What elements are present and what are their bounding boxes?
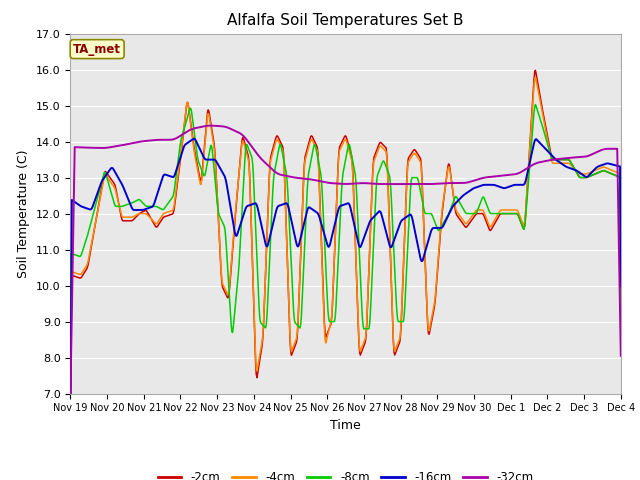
Text: TA_met: TA_met [73,43,121,56]
Legend: -2cm, -4cm, -8cm, -16cm, -32cm: -2cm, -4cm, -8cm, -16cm, -32cm [153,466,538,480]
Title: Alfalfa Soil Temperatures Set B: Alfalfa Soil Temperatures Set B [227,13,464,28]
X-axis label: Time: Time [330,419,361,432]
Y-axis label: Soil Temperature (C): Soil Temperature (C) [17,149,30,278]
